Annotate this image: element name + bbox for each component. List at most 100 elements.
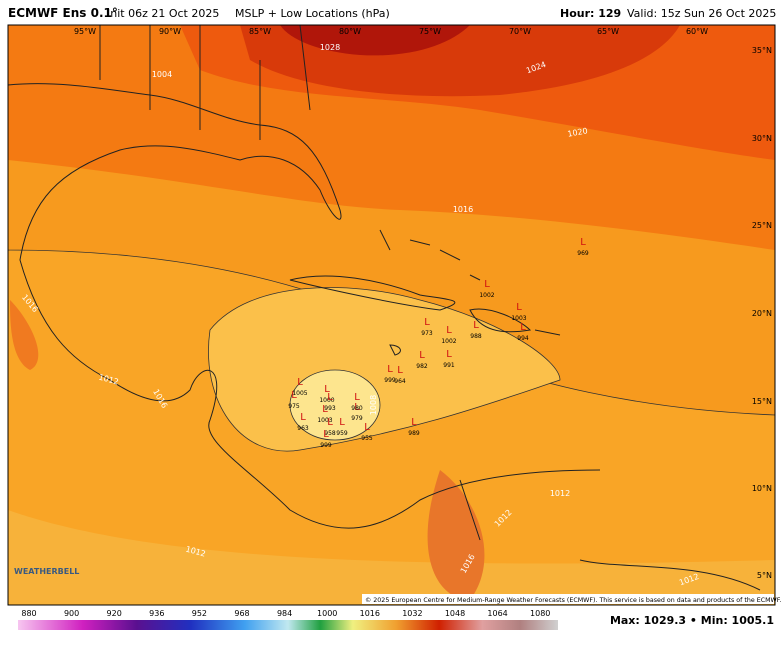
colorbar-tick: 1016 — [360, 609, 380, 618]
isobar-label: 1012 — [550, 489, 570, 498]
low-symbol: L — [297, 377, 303, 388]
lat-label: 10°N — [752, 484, 772, 493]
colorbar-tick: 920 — [107, 609, 122, 618]
lon-label: 65°W — [597, 27, 619, 36]
lon-label: 60°W — [686, 27, 708, 36]
isobar-label: 1008 — [369, 395, 378, 415]
low-symbol: L — [324, 384, 330, 395]
map — [8, 25, 775, 605]
low-pressure: 1000 — [319, 397, 334, 404]
low-symbol: L — [354, 402, 360, 413]
low-pressure: 964 — [394, 378, 406, 385]
low-symbol: L — [354, 392, 360, 403]
low-symbol: L — [484, 279, 490, 290]
colorbar-tick: 900 — [64, 609, 79, 618]
low-symbol: L — [419, 350, 425, 361]
isobar-label: 1028 — [320, 43, 340, 52]
copyright-bg — [362, 594, 774, 604]
low-pressure: 994 — [517, 335, 529, 342]
low-symbol: L — [424, 317, 430, 328]
low-pressure: 955 — [361, 435, 373, 442]
low-symbol: L — [516, 302, 522, 313]
colorbar-tick: 1064 — [487, 609, 507, 618]
lat-labels: 35°N 30°N 25°N 20°N 15°N 10°N 5°N — [752, 46, 772, 580]
lon-label: 75°W — [419, 27, 441, 36]
low-pressure: 969 — [577, 250, 589, 257]
logo: WEATHERBELL — [14, 567, 79, 576]
colorbar-tick: 952 — [192, 609, 207, 618]
lon-label: 70°W — [509, 27, 531, 36]
low-pressure: 973 — [421, 330, 433, 337]
lat-label: 15°N — [752, 397, 772, 406]
low-symbol: L — [520, 322, 526, 333]
colorbar-tick: 880 — [21, 609, 36, 618]
low-symbol: L — [411, 417, 417, 428]
colorbar-tick: 1000 — [317, 609, 337, 618]
lat-label: 35°N — [752, 46, 772, 55]
lon-labels: 95°W 90°W 85°W 80°W 75°W 70°W 65°W 60°W — [74, 27, 708, 36]
lat-label: 25°N — [752, 221, 772, 230]
colorbar-tick: 1032 — [402, 609, 422, 618]
colorbar-tick: 1048 — [445, 609, 465, 618]
lat-label: 20°N — [752, 309, 772, 318]
colorbar-tick: 984 — [277, 609, 292, 618]
lat-label: 30°N — [752, 134, 772, 143]
low-pressure: 989 — [408, 430, 420, 437]
low-pressure: 1003 — [511, 315, 526, 322]
lon-label: 95°W — [74, 27, 96, 36]
lat-label: 5°N — [757, 571, 772, 580]
model: ECMWF Ens 0.1° — [8, 6, 118, 20]
low-pressure: 999 — [320, 442, 332, 449]
low-pressure: 988 — [470, 333, 482, 340]
colorbar — [18, 620, 558, 630]
low-symbol: L — [387, 364, 393, 375]
low-symbol: L — [473, 320, 479, 331]
low-pressure: 1002 — [441, 338, 456, 345]
low-symbol: L — [339, 417, 345, 428]
low-symbol: L — [580, 237, 586, 248]
low-symbol: L — [323, 429, 329, 440]
valid: Valid: 15z Sun 26 Oct 2025 — [627, 7, 776, 20]
low-pressure: 980 — [351, 405, 363, 412]
hour: Hour: 129 — [560, 7, 621, 20]
isobar-label: 1004 — [152, 70, 172, 79]
low-pressure: 1002 — [479, 292, 494, 299]
low-pressure: 975 — [288, 403, 300, 410]
low-symbol: L — [327, 417, 333, 428]
low-symbol: L — [300, 412, 306, 423]
map-frame — [7, 24, 776, 606]
low-pressure: 959 — [336, 430, 348, 437]
lon-label: 80°W — [339, 27, 361, 36]
colorbar-tick: 936 — [149, 609, 164, 618]
colorbar-tick: 1080 — [530, 609, 550, 618]
low-pressure: 999 — [384, 377, 396, 384]
product: MSLP + Low Locations (hPa) — [235, 7, 390, 20]
low-symbol: L — [291, 390, 297, 401]
isobar-label: 1016 — [453, 205, 473, 214]
low-pressure: 979 — [351, 415, 363, 422]
low-symbol: L — [322, 404, 328, 415]
low-pressure: 1005 — [292, 390, 307, 397]
low-symbol: L — [327, 392, 333, 403]
low-symbol: L — [446, 325, 452, 336]
low-pressure: 1003 — [317, 417, 332, 424]
colorbar-ticks: 880 900 920 936 952 968 984 1000 1016 1032 1048 106… — [21, 609, 550, 618]
low-symbol: L — [364, 422, 370, 433]
lon-label: 90°W — [159, 27, 181, 36]
colorbar-tick: 968 — [234, 609, 249, 618]
isobar-label: 1020 — [567, 126, 589, 138]
low-pressure: 982 — [416, 363, 428, 370]
low-pressure: 958 — [324, 430, 336, 437]
low-symbol: L — [446, 349, 452, 360]
low-symbol: L — [397, 365, 403, 376]
low-pressure: 991 — [443, 362, 455, 369]
init: Init 06z 21 Oct 2025 — [107, 7, 219, 20]
low-pressure: 993 — [324, 405, 336, 412]
low-pressure: 963 — [297, 425, 309, 432]
copyright: © 2025 European Centre for Medium-Range … — [365, 596, 781, 604]
lon-label: 85°W — [249, 27, 271, 36]
stats: Max: 1029.3 • Min: 1005.1 — [610, 614, 774, 627]
